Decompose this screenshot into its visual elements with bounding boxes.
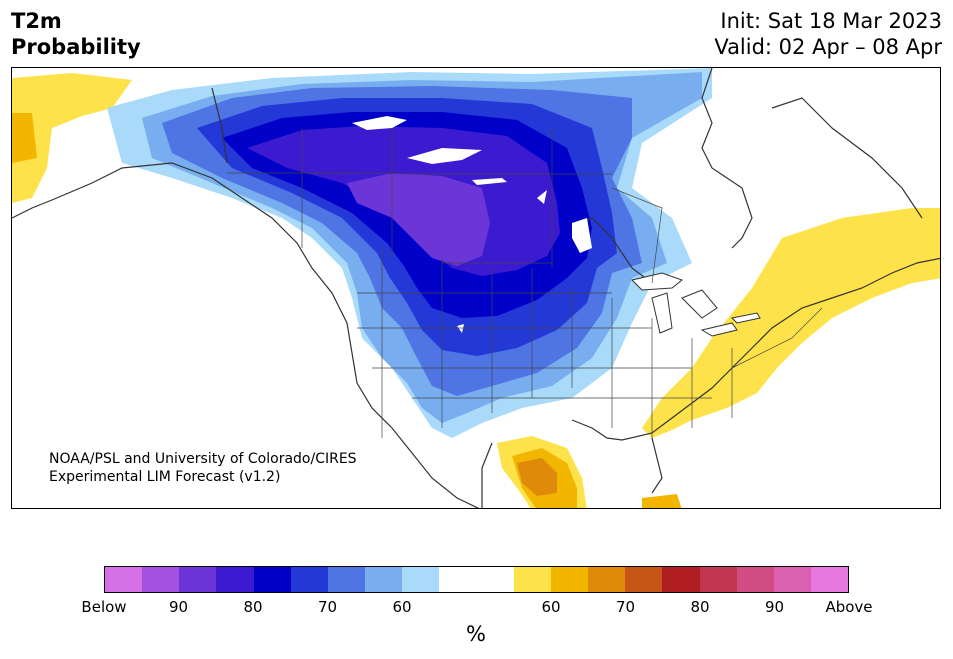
colorbar-segment-18 — [773, 567, 811, 592]
colorbar-segment-7 — [365, 567, 403, 592]
colorbar-segment-8 — [402, 567, 440, 592]
colorbar-segment-11 — [513, 567, 551, 592]
colorbar-tick-label: 90 — [764, 598, 785, 616]
alaska-warm-region — [12, 73, 132, 203]
colorbar-tick-label: Above — [825, 598, 873, 616]
title-line-1: T2m — [11, 9, 62, 33]
canadian-lakes — [352, 116, 592, 333]
title-line-2: Probability — [11, 35, 141, 59]
colorbar-segment-16 — [699, 567, 737, 592]
colorbar-tick-label: 80 — [690, 598, 710, 616]
credit-line-2: Experimental LIM Forecast (v1.2) — [49, 469, 281, 485]
colorbar-tick-label: 60 — [392, 598, 412, 616]
colorbar-segment-0 — [105, 567, 143, 592]
alaska-warm-core — [12, 113, 37, 163]
valid-dates: Valid: 02 Apr – 08 Apr — [714, 35, 942, 59]
colorbar-segment-4 — [253, 567, 291, 592]
colorbar-tick-label: 90 — [168, 598, 189, 616]
colorbar-segment-6 — [327, 567, 366, 592]
cuba-warm-region — [642, 494, 682, 508]
great-lakes — [631, 272, 761, 337]
colorbar-segment-12 — [550, 567, 589, 592]
forecast-dates: Init: Sat 18 Mar 2023 Valid: 02 Apr – 08… — [714, 8, 942, 60]
mexico-warm-core-70 — [517, 458, 557, 496]
colorbar-segment-14 — [625, 567, 663, 592]
map-title: T2m Probability — [11, 8, 141, 60]
colorbar-tick-label: 80 — [243, 598, 263, 616]
political-borders — [227, 128, 823, 438]
map-credit: NOAA/PSL and University of Colorado/CIRE… — [49, 450, 357, 486]
colorbar-segment-13 — [588, 567, 626, 592]
probability-map — [11, 67, 941, 509]
cold-region-90 — [347, 173, 490, 266]
colorbar-tick-label: 70 — [615, 598, 636, 616]
colorbar-unit: % — [466, 622, 486, 646]
colorbar-tick-label: Below — [81, 598, 127, 616]
colorbar-segment-10 — [476, 567, 514, 592]
probability-colorbar — [104, 566, 849, 593]
map-canvas — [12, 68, 940, 508]
colorbar-segment-19 — [810, 567, 849, 592]
east-warm-region — [642, 208, 940, 438]
colorbar-tick-labels: Below 90 80 70 60 60 70 80 90 Above — [81, 598, 872, 618]
colorbar-segment-9 — [439, 567, 477, 592]
colorbar-segment-5 — [290, 567, 328, 592]
colorbar-tick-label: 60 — [541, 598, 561, 616]
init-date: Init: Sat 18 Mar 2023 — [720, 9, 942, 33]
colorbar-segment-2 — [179, 567, 217, 592]
colorbar-segment-17 — [736, 567, 774, 592]
colorbar-segment-15 — [662, 567, 700, 592]
credit-line-1: NOAA/PSL and University of Colorado/CIRE… — [49, 451, 357, 467]
colorbar-tick-label: 70 — [317, 598, 338, 616]
coastlines — [12, 68, 940, 508]
colorbar-segment-1 — [142, 567, 180, 592]
colorbar-segment-3 — [216, 567, 254, 592]
